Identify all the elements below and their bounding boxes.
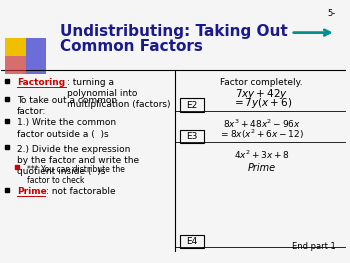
Bar — [26, 38, 46, 74]
Text: E3: E3 — [186, 132, 197, 141]
Text: 1.) Write the common
factor outside a (  )s: 1.) Write the common factor outside a ( … — [17, 119, 116, 139]
Text: Common Factors: Common Factors — [60, 39, 203, 54]
FancyBboxPatch shape — [180, 130, 204, 143]
Text: $= 8x(x^2 + 6x - 12)$: $= 8x(x^2 + 6x - 12)$ — [219, 128, 304, 141]
Text: $8x^3 + 48x^2 - 96x$: $8x^3 + 48x^2 - 96x$ — [223, 117, 301, 130]
Text: $4x^2 + 3x + 8$: $4x^2 + 3x + 8$ — [233, 148, 289, 161]
Text: End part 1: End part 1 — [292, 242, 336, 251]
Text: E2: E2 — [186, 101, 197, 110]
Text: $7xy + 42y$: $7xy + 42y$ — [235, 87, 288, 101]
Text: : turning a
polynomial into
multiplication (factors): : turning a polynomial into multiplicati… — [67, 78, 170, 109]
Text: : not factorable: : not factorable — [46, 188, 116, 196]
Text: 5-: 5- — [327, 9, 336, 18]
Text: To take out a common
factor:: To take out a common factor: — [17, 96, 117, 117]
Text: Prime: Prime — [247, 163, 276, 173]
Text: *** You can distribute the
factor to check: *** You can distribute the factor to che… — [27, 165, 125, 185]
Text: Prime: Prime — [17, 188, 47, 196]
Bar — [5, 56, 26, 74]
Text: 2.) Divide the expression
by the factor and write the
quotient inside (  )s: 2.) Divide the expression by the factor … — [17, 144, 139, 176]
Text: Undistributing: Taking Out: Undistributing: Taking Out — [60, 23, 288, 38]
Text: Factoring: Factoring — [17, 78, 65, 87]
Text: Factor completely.: Factor completely. — [220, 78, 303, 87]
FancyBboxPatch shape — [180, 98, 204, 112]
Bar — [5, 38, 26, 56]
FancyBboxPatch shape — [180, 235, 204, 248]
Text: $= 7y(x + 6)$: $= 7y(x + 6)$ — [231, 95, 292, 110]
Text: E4: E4 — [186, 237, 197, 246]
